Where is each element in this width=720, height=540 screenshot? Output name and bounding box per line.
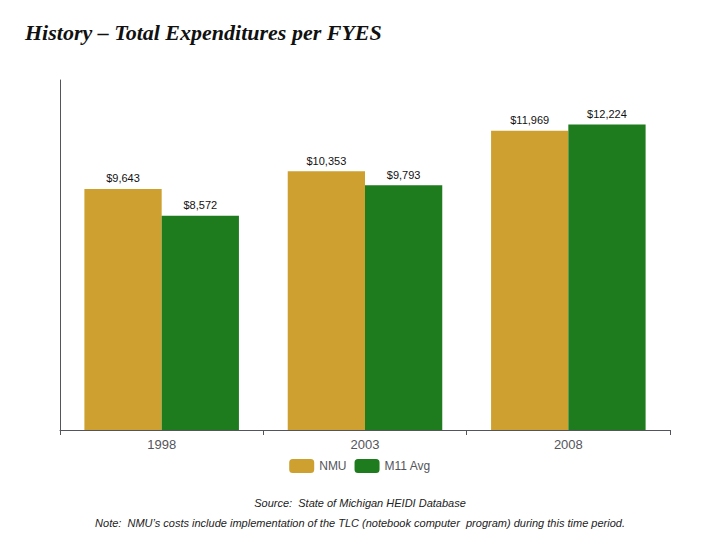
svg-text:$10,353: $10,353 <box>306 155 346 167</box>
svg-text:$12,224: $12,224 <box>587 108 627 120</box>
svg-text:2003: 2003 <box>351 437 380 452</box>
svg-text:$11,969: $11,969 <box>510 114 549 126</box>
svg-text:$9,793: $9,793 <box>387 169 421 181</box>
svg-text:M11 Avg: M11 Avg <box>385 459 431 473</box>
svg-text:NMU: NMU <box>319 459 346 473</box>
svg-text:History – Total Expenditures p: History – Total Expenditures per FYES <box>24 20 382 45</box>
svg-text:Note: NMU’s costs include imp: Note: NMU’s costs include implementation… <box>95 517 625 529</box>
svg-text:$8,572: $8,572 <box>183 199 217 211</box>
svg-text:2008: 2008 <box>554 437 583 452</box>
svg-text:1998: 1998 <box>147 437 176 452</box>
svg-text:$9,643: $9,643 <box>106 172 140 184</box>
svg-text:Source: State of Michigan HEI: Source: State of Michigan HEIDI Database <box>254 497 466 509</box>
